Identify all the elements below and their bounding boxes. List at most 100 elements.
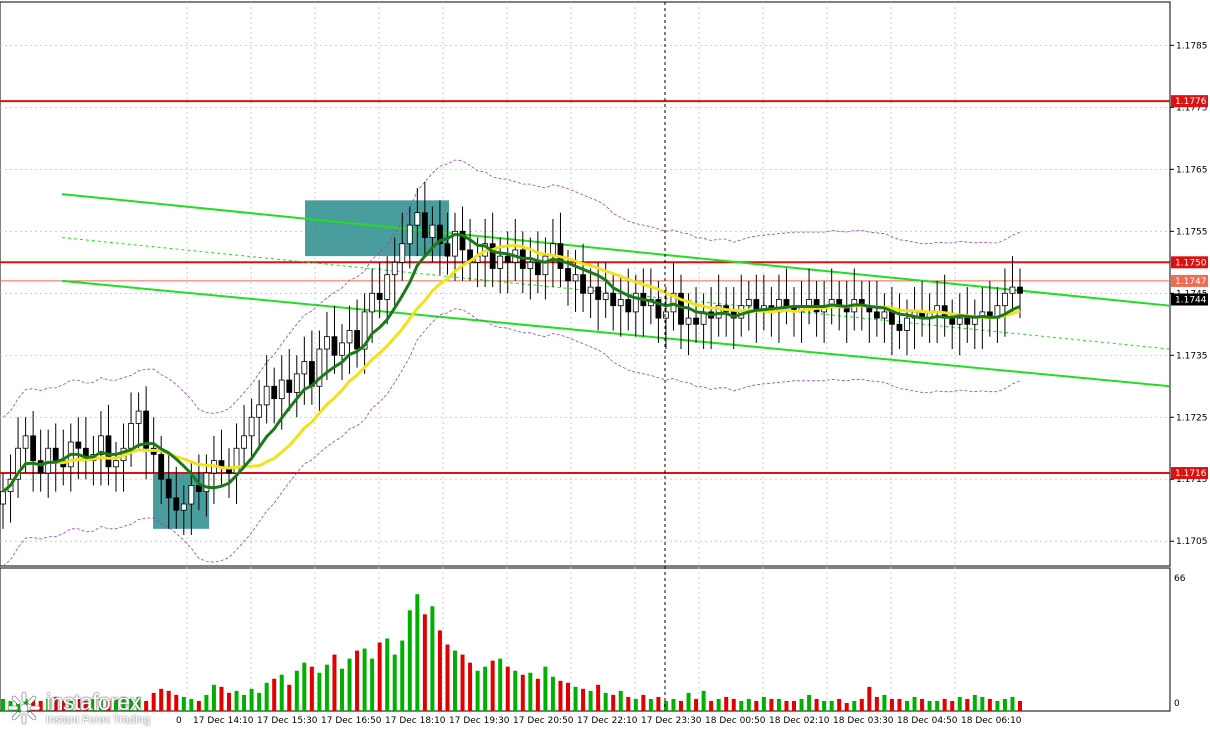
candle-body [0,491,6,505]
candle-body [376,292,383,300]
candle-body [188,485,195,505]
volume-bar [332,654,337,711]
x-tick-label: 17 Dec 23:30 [641,716,702,726]
y-tick-label: 1.1755 [1176,227,1208,237]
volume-bar [1018,700,1022,711]
volume-bar [889,698,894,711]
x-tick-label: 17 Dec 22:10 [577,716,638,726]
candle-body [452,230,458,257]
current-price-tag-label: 1.1744 [1175,295,1207,305]
volume-bar [754,700,759,711]
volume-bar [603,692,608,711]
candle-body [75,441,82,449]
volume-bar [272,678,277,711]
volume-bar [618,690,623,711]
candle-body [278,379,285,400]
volume-bar [679,700,683,711]
current-price-tag [1171,274,1208,287]
volume-bar [181,696,186,711]
volume-bar [242,694,247,711]
candle-body [414,212,421,226]
volume-bar [920,698,925,711]
candle-body [180,503,187,511]
moving-averages [2,232,1021,493]
volume-bar [641,694,646,711]
candle-body [248,416,255,437]
volume-bar [1010,696,1015,711]
volume-bar [543,666,548,711]
x-tick-label: 0 [176,716,182,726]
candle-body [565,268,571,282]
volume-bar [957,696,962,711]
volume-bar [912,696,917,711]
candle-body [293,373,300,393]
x-tick-label: 17 Dec 16:50 [321,716,382,726]
volume-bar [663,700,668,711]
y-tick-label: 1.1715 [1176,475,1208,485]
volume-bar [204,694,209,711]
x-tick-label: 17 Dec 15:30 [257,716,318,726]
candle-body [542,255,549,276]
candle-body [444,243,451,257]
volume-bar [520,674,525,711]
instaforex-logo: instaforex Instant Forex Trading [6,686,178,730]
volume-bar [136,696,141,711]
candle-body [610,292,617,307]
volume-bars [1,594,1022,711]
volume-bar [716,698,721,711]
candle-body [135,410,142,424]
candle-body [632,292,639,313]
volume-bar [121,696,126,711]
candle-body [572,274,579,282]
candle-body [173,497,180,511]
candle-body [949,317,956,325]
candle-body [346,330,353,344]
volume-bar [302,662,307,711]
candle-body [602,292,609,300]
volume-bar [392,654,397,711]
volume-bar [166,690,171,711]
volume-bar [731,698,736,711]
candle-body [52,447,59,462]
volume-bar [61,700,66,711]
volume-bar [234,690,239,711]
volume-bar [324,664,329,711]
volume-bar [626,696,631,711]
volume-bar [987,698,992,711]
volume-bar [76,698,81,711]
candle-body [655,299,662,319]
volume-bar [53,696,58,711]
volume-bar [769,698,774,711]
volume-bar [114,698,118,711]
candle-body [806,299,812,307]
candle-body [113,460,119,468]
candle-body [369,292,376,313]
volume-bar [1,698,5,711]
candle-body [595,286,602,300]
candle-body [391,261,398,276]
candle-body [783,299,790,307]
candle-body [45,447,52,474]
volume-bar [385,638,390,711]
volume-bar [927,700,932,711]
volume-bar [784,700,789,711]
candle-body [105,435,112,468]
volume-bar [106,700,111,711]
volume-bar [347,658,352,711]
volume-bar [935,700,940,711]
candle-body [165,478,172,499]
candle-body [203,472,210,493]
volume-bar [799,698,804,711]
candle-body [1002,292,1008,307]
candle-body [715,305,722,319]
volume-bar [91,698,96,711]
buy-zone [153,473,209,529]
current-price-tag-label: 1.1747 [1175,277,1207,287]
volume-bar [340,668,344,711]
volume-bar [905,700,909,711]
volume-bar [98,698,103,711]
time-axis: 17 Dec 14:10 17 Dec 15:30 17 Dec 16:50 17 D… [176,716,1022,726]
candle-body [437,224,443,245]
instaforex-logo-icon [7,691,41,725]
